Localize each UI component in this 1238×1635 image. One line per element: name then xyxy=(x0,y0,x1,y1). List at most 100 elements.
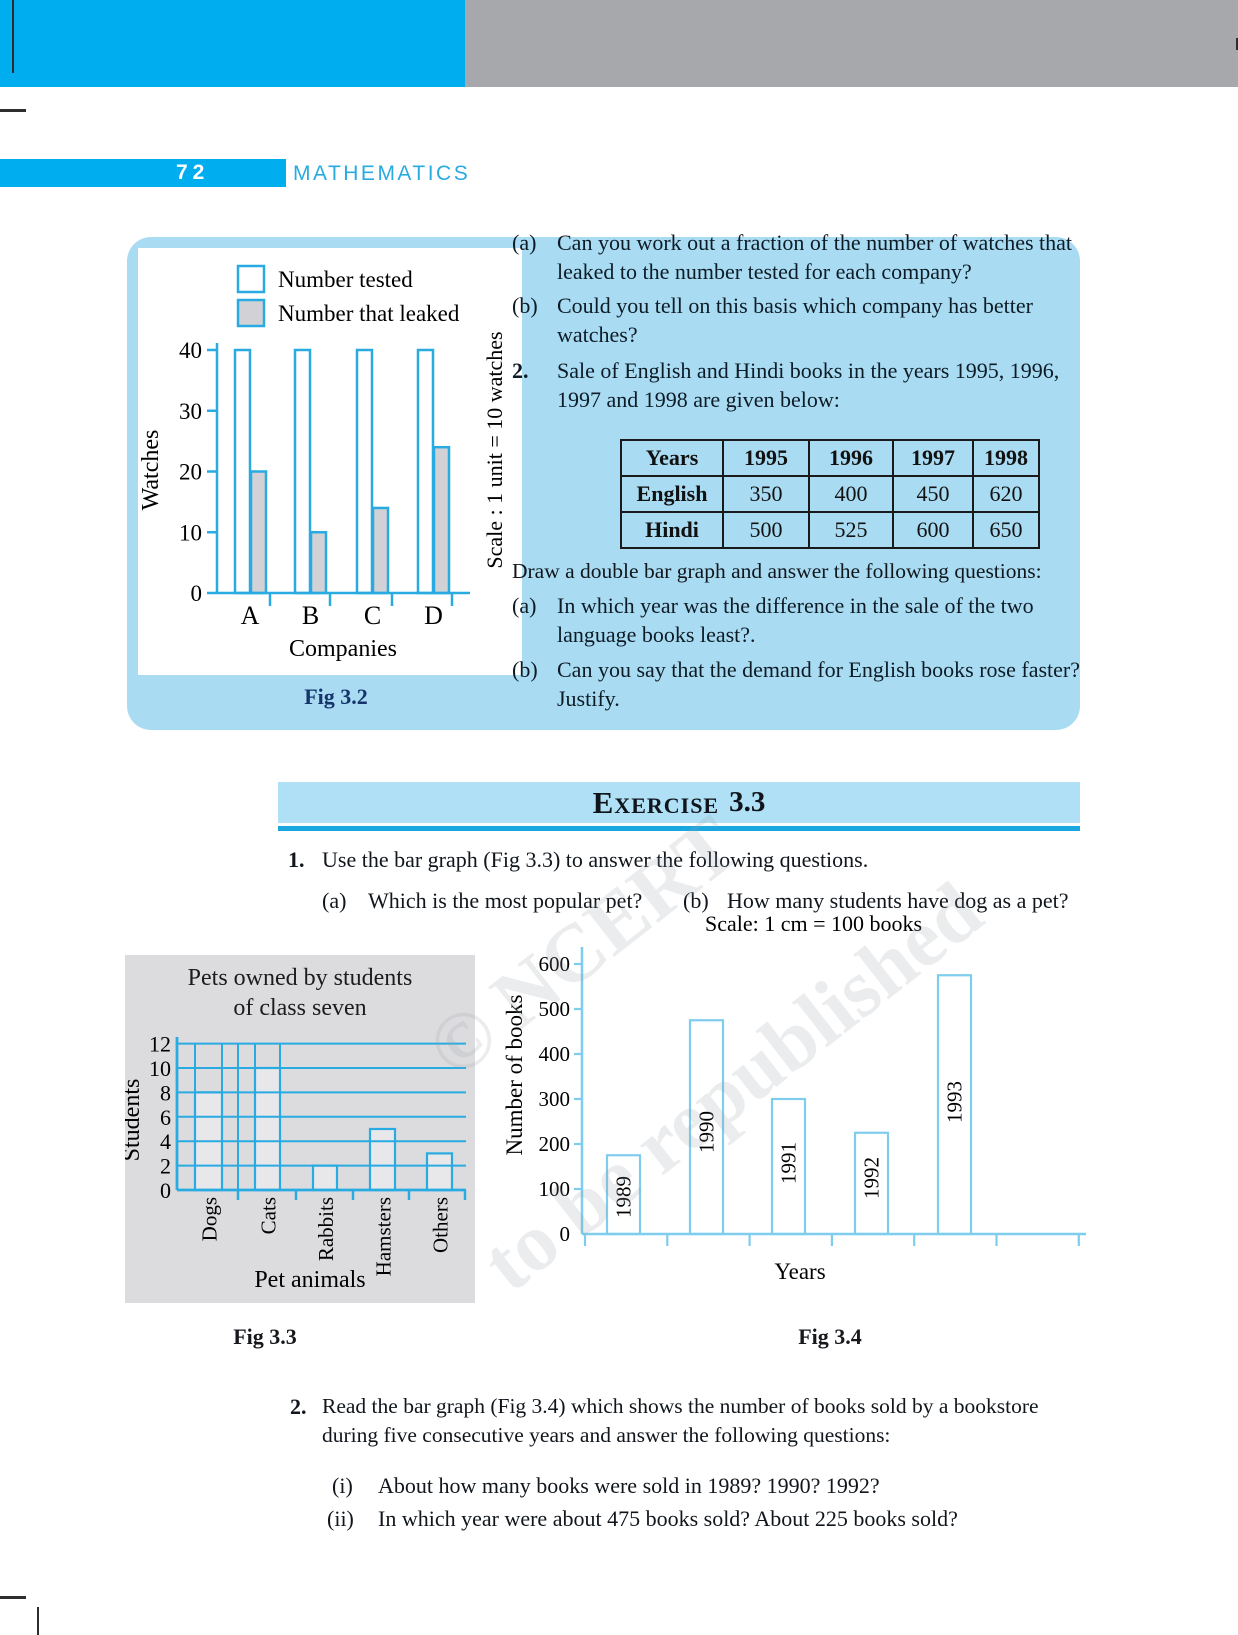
bar-tested xyxy=(293,348,312,595)
table-row: Hindi 500 525 600 650 xyxy=(620,511,1040,549)
bar-fill xyxy=(370,1129,395,1190)
question-a-text: Can you work out a fraction of the numbe… xyxy=(557,230,1073,284)
bar-leaked xyxy=(432,445,451,595)
year-label: 1990 xyxy=(695,1111,719,1153)
y-tick-label: 100 xyxy=(539,1177,571,1201)
sub-question-a-label: (a) xyxy=(512,593,537,618)
bar-leaked xyxy=(309,531,328,595)
q1-number: 1. xyxy=(288,847,305,872)
bar-fill xyxy=(427,1153,452,1190)
y-tick-label: 12 xyxy=(149,1032,171,1057)
table-header-cell: 1997 xyxy=(892,439,974,477)
x-category-label: Hamsters xyxy=(372,1197,396,1276)
table-cell: 400 xyxy=(808,475,894,513)
q1a-label: (a) xyxy=(322,888,347,913)
y-tick-label: 200 xyxy=(539,1132,571,1156)
y-tick-label: 400 xyxy=(539,1042,571,1066)
x-axis-title: Companies xyxy=(289,636,397,662)
question-a: (a) Can you work out a fraction of the n… xyxy=(512,228,1078,286)
crop-mark xyxy=(12,0,14,73)
bar-fill xyxy=(313,1165,337,1190)
fig33-title-line2: of class seven xyxy=(233,995,367,1021)
draw-instruction: Draw a double bar graph and answer the f… xyxy=(512,559,1042,583)
top-gray-band xyxy=(465,0,1238,87)
y-axis-title: Number of books xyxy=(502,994,527,1155)
y-tick-label: 0 xyxy=(160,1178,171,1203)
y-tick-label: 6 xyxy=(160,1105,171,1130)
exercise-heading-rule xyxy=(278,826,1080,831)
crop-mark xyxy=(1236,38,1238,50)
y-tick-label: 20 xyxy=(179,460,202,485)
bar-leaked xyxy=(249,470,268,595)
bar-tested xyxy=(416,348,435,595)
question-2: 2. Sale of English and Hindi books in th… xyxy=(512,356,1078,414)
fig34-container: Scale: 1 cm = 100 books 0 100 200 300 400 500 6… xyxy=(500,895,1090,1295)
fig32-chart-panel: Number tested Number that leaked 0 10 20 30 40… xyxy=(138,248,522,675)
sub-question-b: (b) Can you say that the demand for Engl… xyxy=(512,655,1082,713)
table-cell: 600 xyxy=(892,511,974,549)
table-header-row: Years 1995 1996 1997 1998 xyxy=(620,439,1040,477)
fig34-caption: Fig 3.4 xyxy=(798,1324,862,1349)
exercise-heading-word: Exercise xyxy=(592,784,720,820)
y-axis-title: Students xyxy=(125,1079,145,1162)
q1-text: Use the bar graph (Fig 3.3) to answer th… xyxy=(322,847,869,872)
y-tick-label: 300 xyxy=(539,1087,571,1111)
bar-leaked xyxy=(371,506,390,595)
x-category-label: C xyxy=(364,601,381,630)
bar-tested xyxy=(233,348,252,595)
q2-text: Read the bar graph (Fig 3.4) which shows… xyxy=(322,1394,1039,1447)
top-blue-band xyxy=(0,0,465,87)
x-axis-title: Years xyxy=(774,1259,825,1284)
x-category-label: Rabbits xyxy=(314,1197,338,1261)
table-cell: 620 xyxy=(972,475,1040,513)
exercise-heading-number: 3.3 xyxy=(729,786,766,818)
page-number: 72 xyxy=(176,161,210,184)
table-cell: 650 xyxy=(972,511,1040,549)
y-tick-label: 600 xyxy=(539,952,571,976)
crop-mark xyxy=(0,109,26,112)
x-category-label: B xyxy=(302,601,319,630)
y-tick-label: 500 xyxy=(539,997,571,1021)
sub-question-b-text: Can you say that the demand for English … xyxy=(557,657,1080,711)
exercise-heading-band: Exercise 3.3 xyxy=(278,782,1080,823)
table-cell: 450 xyxy=(892,475,974,513)
y-tick-label: 0 xyxy=(191,581,203,606)
y-tick-label: 8 xyxy=(160,1080,171,1105)
x-axis-title: Pet animals xyxy=(254,1267,365,1293)
table-header-cell: 1998 xyxy=(972,439,1040,477)
crop-mark xyxy=(37,1607,39,1635)
page-number-bar xyxy=(0,159,286,187)
y-tick-label: 2 xyxy=(160,1154,171,1179)
bar xyxy=(605,1154,642,1236)
x-category-label: Others xyxy=(429,1197,453,1253)
bar-fill xyxy=(255,1068,280,1190)
question-b: (b) Could you tell on this basis which c… xyxy=(512,291,1078,349)
crop-mark xyxy=(0,1596,26,1599)
fig32-caption: Fig 3.2 xyxy=(304,684,368,709)
legend-label: Number that leaked xyxy=(278,301,460,326)
q2i-text: About how many books were sold in 1989? … xyxy=(378,1473,880,1498)
y-tick-label: 4 xyxy=(160,1129,171,1154)
table-cell: 350 xyxy=(722,475,810,513)
y-tick-label: 40 xyxy=(179,338,202,363)
question-2-label: 2. xyxy=(512,358,529,383)
q1b-label: (b) xyxy=(683,888,709,913)
scale-note: Scale : 1 unit = 10 watches xyxy=(482,331,507,568)
year-label: 1992 xyxy=(860,1157,884,1199)
legend-swatch-tested xyxy=(236,264,266,294)
q2ii-label: (ii) xyxy=(327,1506,354,1531)
table-cell: 500 xyxy=(722,511,810,549)
book-sales-table: Years 1995 1996 1997 1998 English 350 40… xyxy=(620,439,1040,549)
table-row-header: Hindi xyxy=(620,511,724,549)
question-b-text: Could you tell on this basis which compa… xyxy=(557,293,1033,347)
year-label: 1993 xyxy=(943,1081,967,1123)
x-category-label: Cats xyxy=(257,1197,281,1234)
table-header-cell: Years xyxy=(620,439,724,477)
legend-label: Number tested xyxy=(278,267,413,292)
table-header-cell: 1996 xyxy=(808,439,894,477)
fig34-bar-chart: Scale: 1 cm = 100 books 0 100 200 300 400 500 6… xyxy=(502,911,1086,1284)
sub-question-b-label: (b) xyxy=(512,657,538,682)
